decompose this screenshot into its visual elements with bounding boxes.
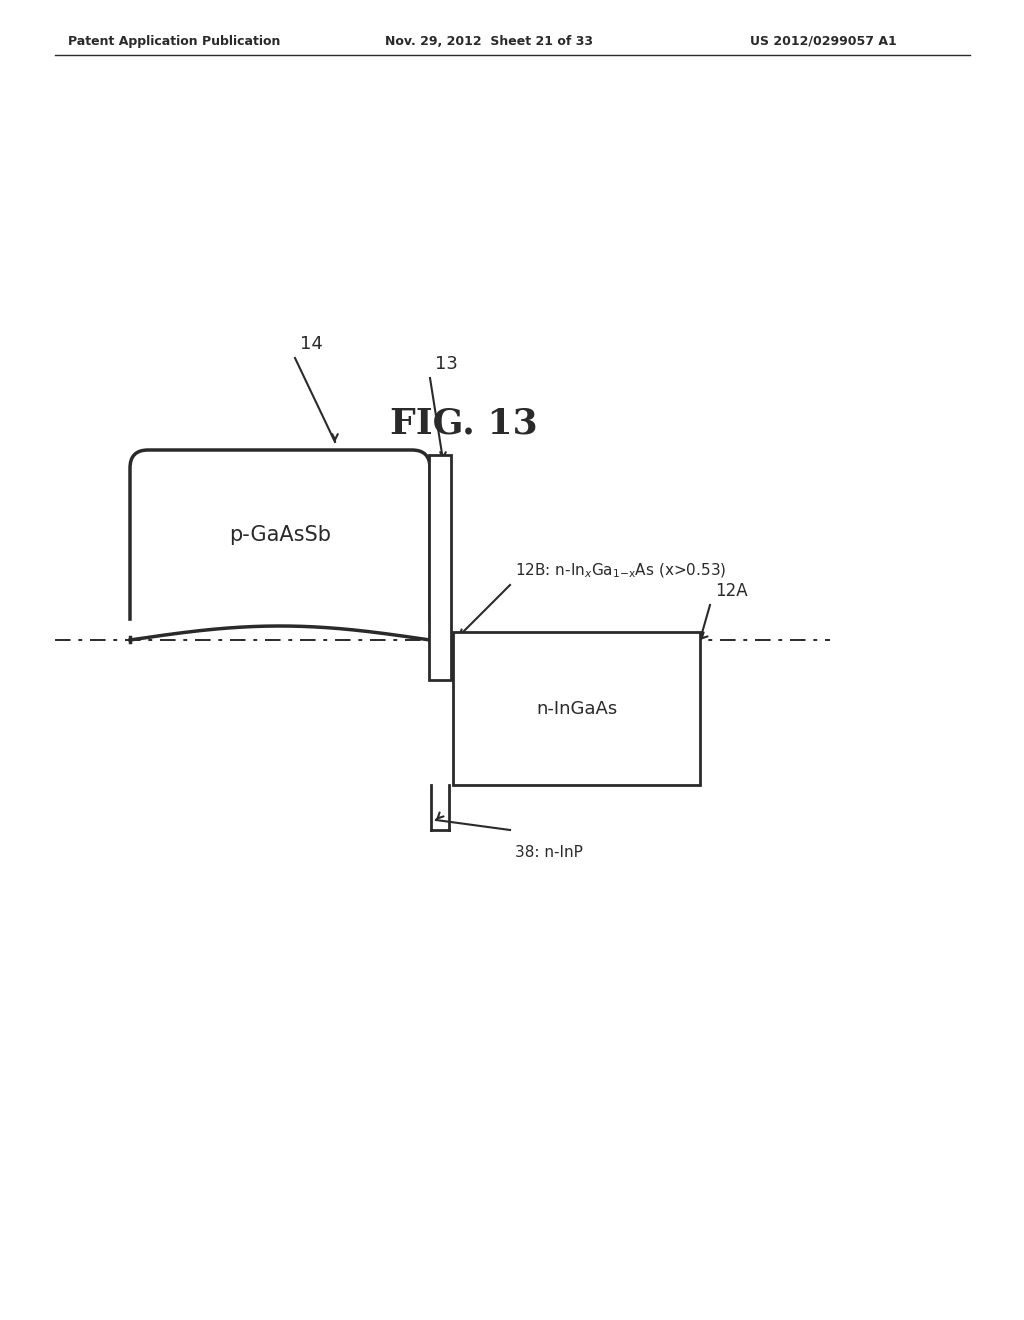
Text: 13: 13 [435, 355, 458, 374]
Text: 12A: 12A [715, 582, 748, 601]
Text: US 2012/0299057 A1: US 2012/0299057 A1 [750, 36, 897, 48]
Bar [429, 455, 451, 680]
PathPatch shape [130, 450, 430, 640]
Text: 14: 14 [300, 335, 323, 352]
Bar [453, 632, 700, 785]
Text: Nov. 29, 2012  Sheet 21 of 33: Nov. 29, 2012 Sheet 21 of 33 [385, 36, 593, 48]
Text: p-GaAsSb: p-GaAsSb [229, 525, 331, 545]
Text: FIG. 13: FIG. 13 [390, 407, 538, 440]
Text: 38: n-InP: 38: n-InP [515, 845, 583, 861]
Text: Patent Application Publication: Patent Application Publication [68, 36, 281, 48]
Text: n-InGaAs: n-InGaAs [536, 700, 617, 718]
Text: 12B: n-In$_x$Ga$_{1\mathregular{-x}}$As (x>0.53): 12B: n-In$_x$Ga$_{1\mathregular{-x}}$As … [515, 561, 726, 579]
